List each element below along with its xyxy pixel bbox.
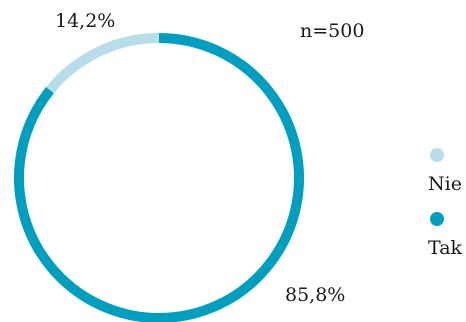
legend: Nie Tak xyxy=(428,148,463,259)
legend-marker-tak xyxy=(430,212,444,226)
legend-label-tak: Tak xyxy=(428,237,463,259)
slice-label-tak: 85,8% xyxy=(285,284,345,306)
legend-marker-nie xyxy=(430,148,444,162)
donut-slice-nie xyxy=(46,33,160,94)
donut-ring xyxy=(14,33,304,322)
legend-label-nie: Nie xyxy=(428,173,462,195)
donut-slice-tak xyxy=(14,33,304,322)
sample-size-label: n=500 xyxy=(300,20,364,42)
slice-label-nie: 14,2% xyxy=(55,10,115,32)
